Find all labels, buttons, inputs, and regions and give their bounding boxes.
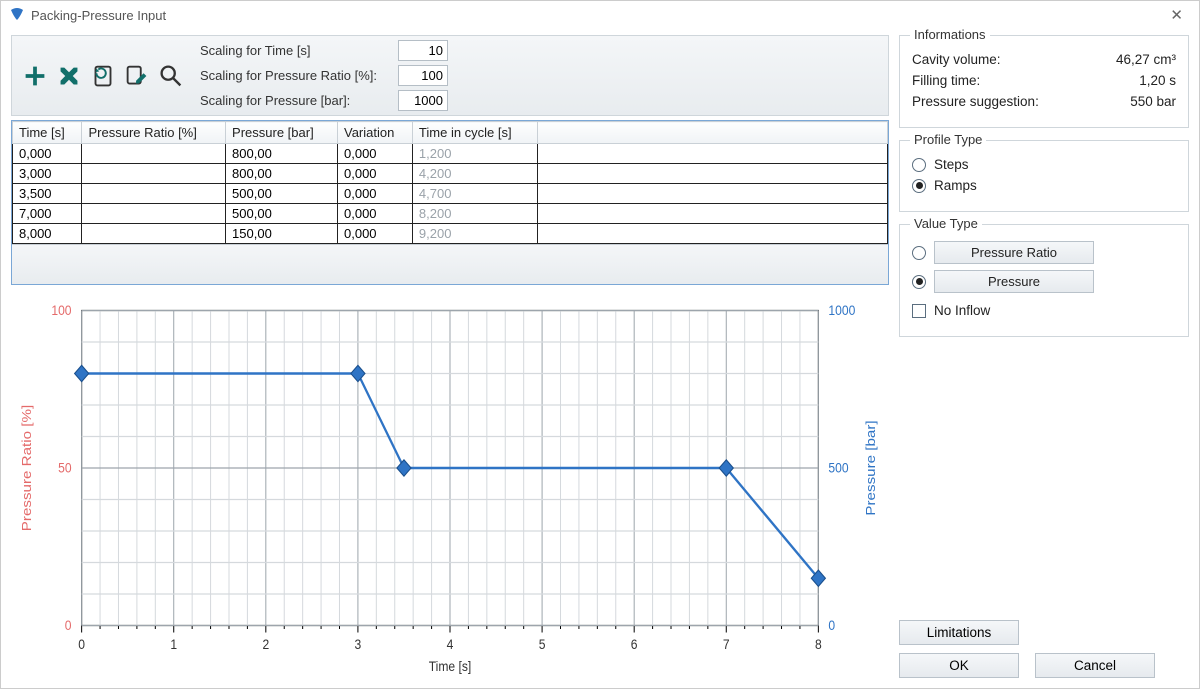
svg-text:1: 1 <box>170 636 177 652</box>
scaling-pressure-label: Scaling for Pressure [bar]: <box>200 93 390 108</box>
profile-steps-label: Steps <box>934 157 969 172</box>
dialog-window: Packing-Pressure Input ✕ Scaling for Tim… <box>0 0 1200 689</box>
pressure-ratio-button[interactable]: Pressure Ratio <box>934 241 1094 264</box>
column-header[interactable]: Pressure Ratio [%] <box>82 122 226 144</box>
filling-time-value: 1,20 s <box>1139 73 1176 88</box>
profile-ramps-label: Ramps <box>934 178 977 193</box>
value-type-legend: Value Type <box>910 216 982 231</box>
ok-button[interactable]: OK <box>899 653 1019 678</box>
svg-text:8: 8 <box>815 636 822 652</box>
add-icon[interactable] <box>20 61 50 91</box>
scaling-time-label: Scaling for Time [s] <box>200 43 390 58</box>
svg-text:Pressure Ratio [%]: Pressure Ratio [%] <box>20 405 35 531</box>
no-inflow-label: No Inflow <box>934 303 990 318</box>
svg-text:0: 0 <box>65 617 72 633</box>
page-refresh-icon[interactable] <box>88 61 118 91</box>
no-inflow-checkbox[interactable] <box>912 304 926 318</box>
close-icon[interactable]: ✕ <box>1162 2 1191 28</box>
svg-text:0: 0 <box>828 617 835 633</box>
svg-text:6: 6 <box>631 636 638 652</box>
pressure-button[interactable]: Pressure <box>934 270 1094 293</box>
table-row[interactable]: 7,000500,000,0008,200 <box>13 204 888 224</box>
value-type-pressure-radio[interactable] <box>912 275 926 289</box>
column-header[interactable]: Time in cycle [s] <box>412 122 537 144</box>
table-row[interactable]: 8,000150,000,0009,200 <box>13 224 888 244</box>
toolbar: Scaling for Time [s] Scaling for Pressur… <box>11 35 889 116</box>
value-type-group: Value Type Pressure Ratio Pressure No In… <box>899 224 1189 337</box>
table-row[interactable]: 0,000800,000,0001,200 <box>13 144 888 164</box>
svg-text:100: 100 <box>51 302 71 318</box>
search-icon[interactable] <box>156 61 186 91</box>
table-row[interactable]: 3,500500,000,0004,700 <box>13 184 888 204</box>
column-header[interactable]: Variation <box>338 122 413 144</box>
pressure-suggestion-value: 550 bar <box>1130 94 1176 109</box>
cancel-button[interactable]: Cancel <box>1035 653 1155 678</box>
svg-text:7: 7 <box>723 636 730 652</box>
svg-text:0: 0 <box>78 636 85 652</box>
limitations-button[interactable]: Limitations <box>899 620 1019 645</box>
svg-text:5: 5 <box>539 636 546 652</box>
informations-group: Informations Cavity volume:46,27 cm³ Fil… <box>899 35 1189 128</box>
filling-time-label: Filling time: <box>912 73 980 88</box>
svg-text:500: 500 <box>828 460 848 476</box>
scaling-ratio-label: Scaling for Pressure Ratio [%]: <box>200 68 390 83</box>
svg-text:3: 3 <box>355 636 362 652</box>
pressure-table: Time [s]Pressure Ratio [%]Pressure [bar]… <box>11 120 889 285</box>
column-header[interactable]: Time [s] <box>13 122 82 144</box>
window-title: Packing-Pressure Input <box>31 8 166 23</box>
profile-ramps-radio[interactable] <box>912 179 926 193</box>
edit-page-icon[interactable] <box>122 61 152 91</box>
table-row[interactable]: 3,000800,000,0004,200 <box>13 164 888 184</box>
profile-type-legend: Profile Type <box>910 132 986 147</box>
scaling-pressure-input[interactable] <box>398 90 448 111</box>
delete-icon[interactable] <box>54 61 84 91</box>
pressure-chart: 01234567805010005001000Time [s]Pressure … <box>11 293 889 678</box>
app-logo-icon <box>9 7 25 23</box>
column-header[interactable]: Pressure [bar] <box>226 122 338 144</box>
profile-type-group: Profile Type Steps Ramps <box>899 140 1189 212</box>
svg-text:1000: 1000 <box>828 302 855 318</box>
scaling-time-input[interactable] <box>398 40 448 61</box>
scaling-ratio-input[interactable] <box>398 65 448 86</box>
svg-text:2: 2 <box>262 636 269 652</box>
informations-legend: Informations <box>910 29 990 42</box>
profile-steps-radio[interactable] <box>912 158 926 172</box>
cavity-volume-value: 46,27 cm³ <box>1116 52 1176 67</box>
svg-text:Time [s]: Time [s] <box>429 658 472 674</box>
cavity-volume-label: Cavity volume: <box>912 52 1001 67</box>
svg-text:4: 4 <box>447 636 454 652</box>
value-type-ratio-radio[interactable] <box>912 246 926 260</box>
titlebar: Packing-Pressure Input ✕ <box>1 1 1199 29</box>
svg-text:50: 50 <box>58 460 71 476</box>
svg-text:Pressure [bar]: Pressure [bar] <box>864 420 879 515</box>
pressure-suggestion-label: Pressure suggestion: <box>912 94 1039 109</box>
